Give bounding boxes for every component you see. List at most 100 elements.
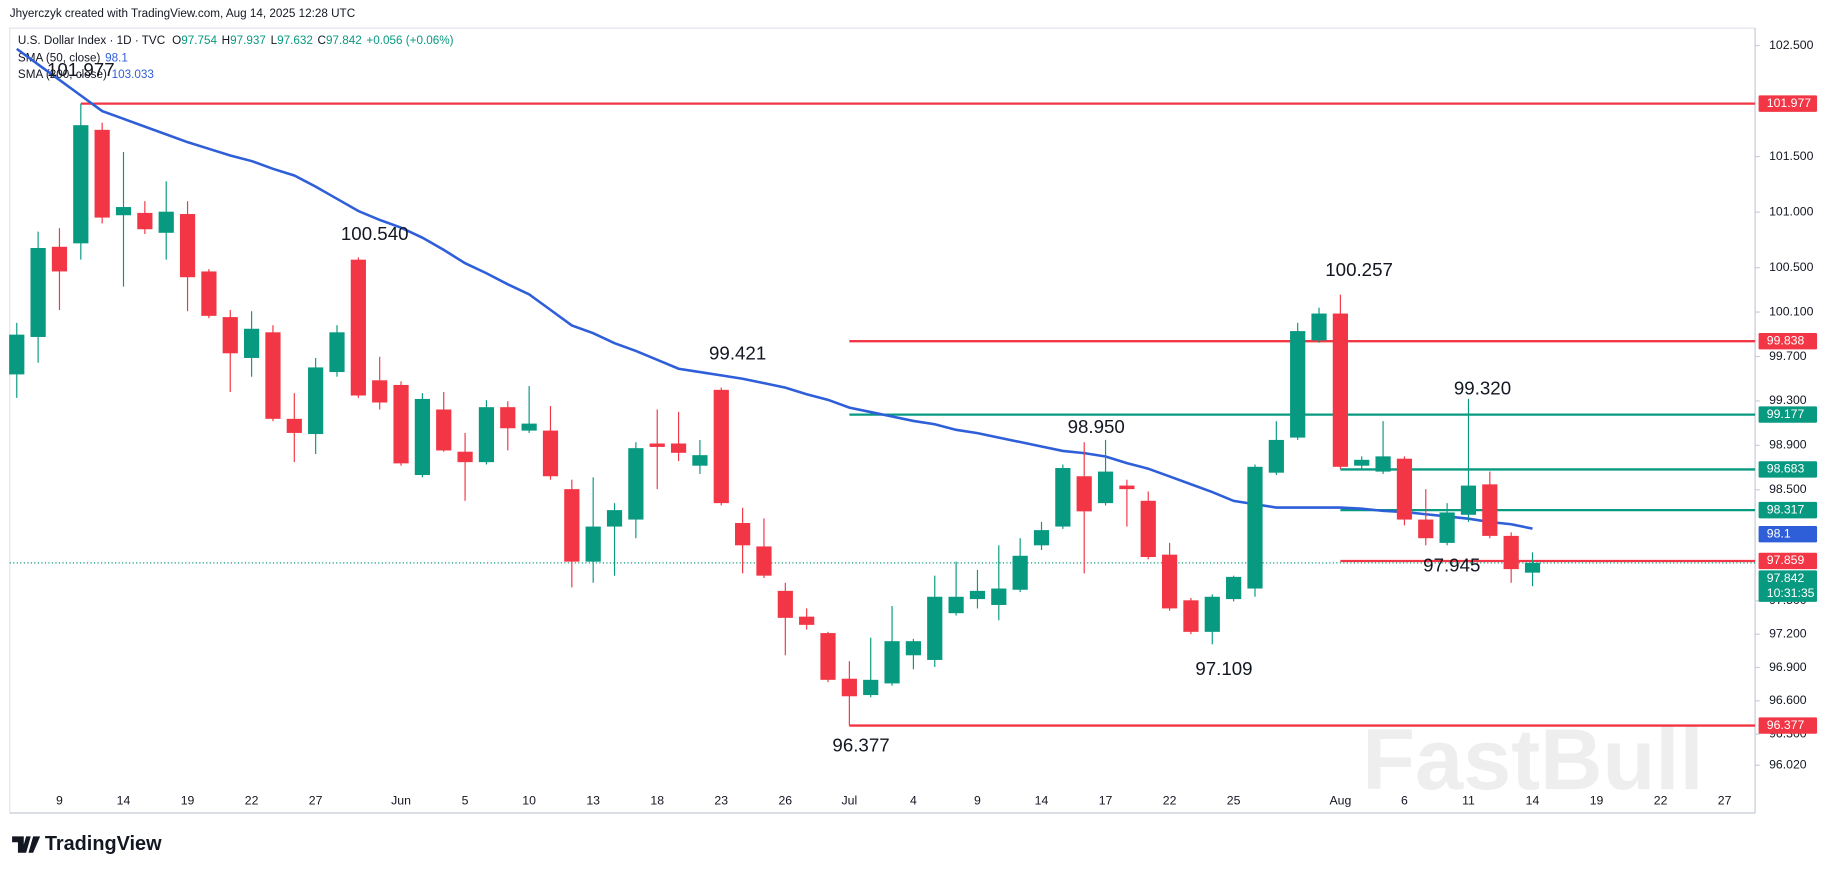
x-tick-label: 19: [181, 794, 195, 808]
annotation: 97.109: [1195, 658, 1252, 679]
candle-body: [350, 259, 366, 396]
x-tick-label: 25: [1227, 794, 1241, 808]
price-box: 96.377: [1758, 717, 1818, 734]
price-box-label: 97.859: [1767, 553, 1805, 567]
candle-body: [799, 616, 815, 625]
y-tick-label: 99.700: [1769, 349, 1807, 363]
price-box-label: 98.317: [1767, 502, 1805, 516]
candle-body: [222, 317, 238, 354]
x-tick-label: 6: [1401, 794, 1408, 808]
candle-body: [927, 596, 943, 660]
price-box: 99.838: [1758, 333, 1818, 350]
candle-body: [500, 407, 516, 429]
candle-body: [628, 448, 644, 520]
candle-body: [1524, 562, 1541, 573]
candle-body: [564, 489, 580, 562]
candle-body: [1418, 519, 1434, 539]
candle-body: [137, 212, 153, 230]
candle-body: [1247, 466, 1263, 589]
candle-body: [756, 546, 772, 576]
y-tick-label: 96.020: [1769, 757, 1807, 771]
x-tick-label: Jul: [842, 794, 858, 808]
x-tick-label: 22: [1654, 794, 1668, 808]
candle-body: [1460, 485, 1477, 515]
candle-body: [478, 407, 495, 463]
candle-body: [1161, 554, 1178, 609]
annotation: 98.950: [1068, 416, 1125, 437]
x-tick-label: 14: [1526, 794, 1540, 808]
price-box-bg: [1758, 501, 1818, 519]
candle-body: [820, 633, 836, 680]
legend-c-value: 97.842: [326, 34, 362, 47]
x-tick-label: 10: [522, 794, 536, 808]
price-box-label: 96.377: [1767, 718, 1805, 732]
y-tick-label: 100.500: [1769, 260, 1814, 274]
candle-body: [1332, 313, 1348, 467]
candle-body: [905, 641, 922, 656]
candle-body: [457, 451, 473, 463]
candle-body: [1396, 458, 1413, 520]
candle-body: [969, 590, 986, 600]
candle-body: [73, 125, 89, 244]
x-tick-label: 9: [56, 794, 63, 808]
candle-body: [243, 328, 260, 358]
brand-logo: TradingView: [12, 833, 162, 855]
sma200-name: SMA (200, close): [18, 68, 107, 81]
candle-body: [1375, 456, 1391, 472]
candle-body: [158, 211, 174, 233]
candle-body: [1439, 512, 1455, 543]
candle-body: [372, 380, 388, 403]
y-tick-label: 96.600: [1769, 693, 1807, 707]
price-box-bg: [1758, 717, 1818, 734]
x-tick-label: 11: [1462, 794, 1475, 808]
legend-sma200: SMA (200, close) 103.033: [18, 68, 154, 81]
candle-body: [1055, 468, 1071, 527]
candle-body: [521, 423, 537, 431]
x-tick-label: 13: [586, 794, 600, 808]
candle-body: [1204, 596, 1220, 632]
legend-l-value: 97.632: [277, 34, 313, 47]
x-tick-label: 9: [974, 794, 981, 808]
x-tick-label: 14: [1035, 794, 1049, 808]
candle-body: [585, 526, 601, 562]
candle-body: [265, 332, 281, 419]
candle-body: [884, 641, 900, 684]
candle-body: [1076, 476, 1092, 512]
annotation: 99.320: [1454, 377, 1511, 398]
candle-body: [286, 418, 302, 433]
price-box-bg: [1758, 95, 1818, 112]
candle-body: [713, 389, 729, 504]
candle-body: [863, 679, 879, 696]
sma-line: [16, 47, 1533, 530]
candle-body: [179, 214, 196, 278]
candle-body: [1097, 471, 1114, 504]
candle-body: [9, 334, 25, 375]
price-box-bg: [1758, 526, 1818, 543]
candle-body: [436, 409, 452, 451]
candle-body: [1012, 555, 1028, 590]
candle-body: [777, 590, 793, 618]
annotation: 100.540: [341, 223, 409, 244]
candle-body: [1354, 459, 1370, 466]
candle-body: [649, 443, 665, 447]
price-box-bg: [1758, 333, 1818, 350]
price-box-label: 99.838: [1767, 333, 1805, 347]
y-tick-label: 98.900: [1769, 438, 1807, 452]
x-tick-label: 19: [1590, 794, 1604, 808]
x-tick-label: 27: [309, 794, 323, 808]
legend-h-value: 97.937: [230, 34, 266, 47]
annotation: 100.257: [1325, 259, 1393, 280]
annotation: 99.421: [709, 343, 766, 364]
candle-body: [670, 443, 687, 453]
legend-symbol: U.S. Dollar Index · 1D · TVC: [18, 34, 165, 47]
candle-body: [542, 430, 559, 477]
candle-body: [606, 510, 623, 527]
candle-body: [1311, 313, 1327, 341]
price-box: 101.977: [1758, 95, 1818, 112]
legend-main: U.S. Dollar Index · 1D · TVC O97.754 H97.9…: [18, 34, 454, 47]
y-tick-label: 97.200: [1769, 626, 1807, 640]
legend-change: +0.056 (+0.06%): [366, 34, 453, 47]
price-box-label: 99.177: [1767, 407, 1805, 421]
